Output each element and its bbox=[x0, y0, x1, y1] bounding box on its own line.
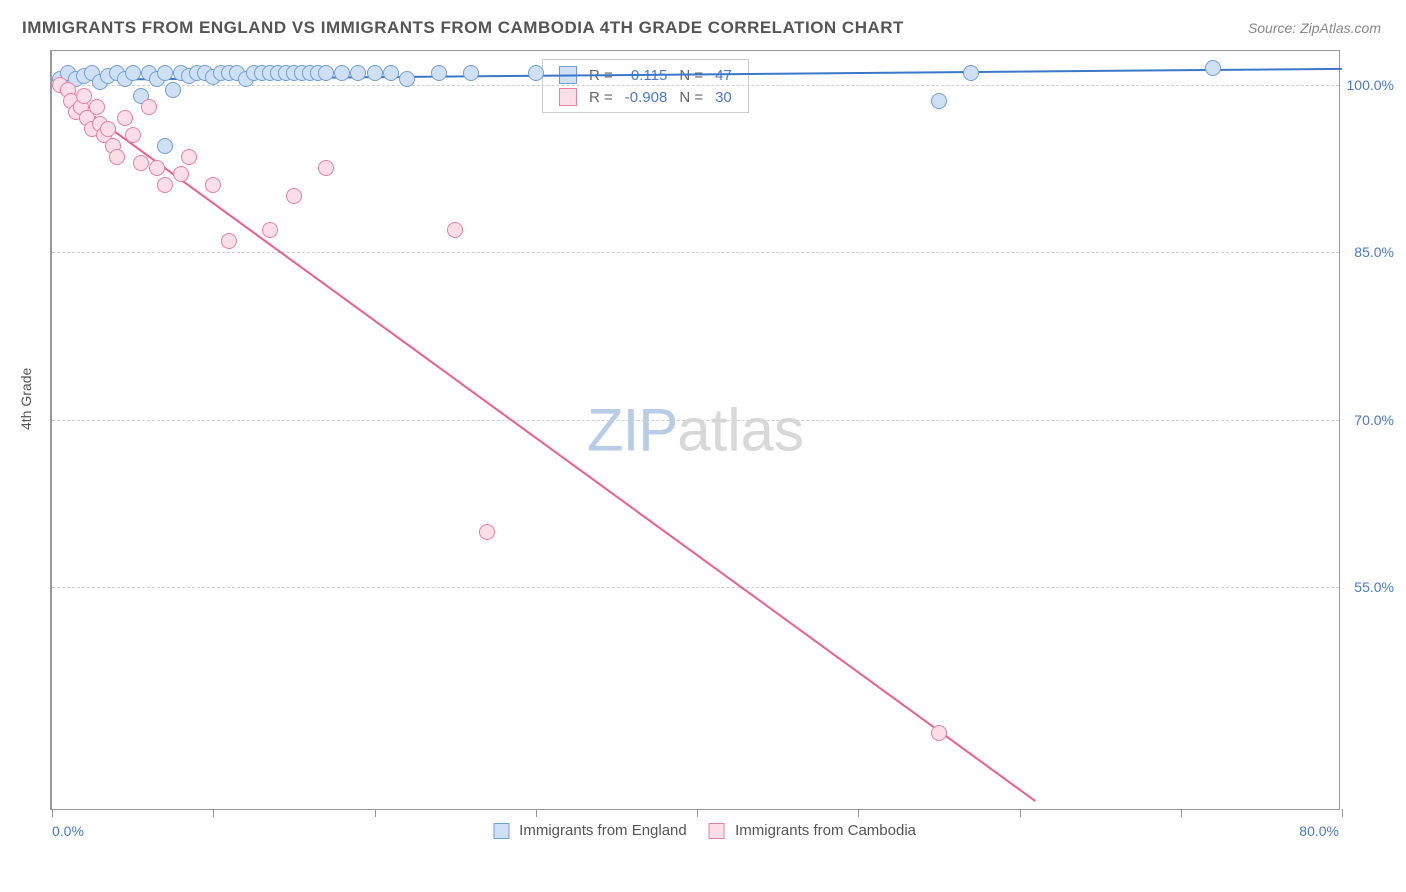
data-point bbox=[350, 65, 366, 81]
chart-title: IMMIGRANTS FROM ENGLAND VS IMMIGRANTS FR… bbox=[22, 18, 904, 38]
data-point bbox=[89, 99, 105, 115]
data-point bbox=[173, 166, 189, 182]
legend-row-cambodia: R = -0.908 N = 30 bbox=[553, 86, 738, 108]
r-value-cambodia: -0.908 bbox=[619, 86, 674, 108]
r-label: R = bbox=[589, 89, 613, 106]
data-point bbox=[318, 160, 334, 176]
data-point bbox=[318, 65, 334, 81]
swatch-cambodia bbox=[559, 88, 577, 106]
data-point bbox=[100, 121, 116, 137]
x-axis-label-max: 80.0% bbox=[1299, 823, 1339, 839]
data-point bbox=[286, 188, 302, 204]
data-point bbox=[931, 93, 947, 109]
watermark: ZIPatlas bbox=[587, 396, 804, 465]
x-tick bbox=[536, 809, 537, 817]
data-point bbox=[479, 524, 495, 540]
plot-area: ZIPatlas R = 0.115 N = 47 R = -0.908 N =… bbox=[50, 50, 1340, 810]
data-point bbox=[149, 160, 165, 176]
data-point bbox=[165, 82, 181, 98]
y-tick-label: 100.0% bbox=[1347, 77, 1394, 93]
source-attribution: Source: ZipAtlas.com bbox=[1248, 20, 1381, 36]
x-axis-label-min: 0.0% bbox=[52, 823, 84, 839]
trendline bbox=[51, 85, 1036, 802]
data-point bbox=[157, 65, 173, 81]
series-label-england: Immigrants from England bbox=[519, 822, 687, 839]
x-tick bbox=[858, 809, 859, 817]
watermark-atlas: atlas bbox=[677, 397, 804, 464]
gridline bbox=[52, 252, 1339, 253]
n-label: N = bbox=[679, 89, 703, 106]
data-point bbox=[262, 222, 278, 238]
data-point bbox=[1205, 60, 1221, 76]
y-tick-label: 85.0% bbox=[1354, 244, 1394, 260]
data-point bbox=[221, 233, 237, 249]
x-tick bbox=[1342, 809, 1343, 817]
x-tick bbox=[213, 809, 214, 817]
data-point bbox=[931, 725, 947, 741]
x-tick bbox=[375, 809, 376, 817]
watermark-zip: ZIP bbox=[587, 397, 677, 464]
swatch-england-icon bbox=[493, 823, 509, 839]
x-tick bbox=[697, 809, 698, 817]
data-point bbox=[157, 138, 173, 154]
data-point bbox=[181, 149, 197, 165]
data-point bbox=[367, 65, 383, 81]
x-tick bbox=[1181, 809, 1182, 817]
series-legend: Immigrants from England Immigrants from … bbox=[475, 822, 916, 839]
data-point bbox=[383, 65, 399, 81]
data-point bbox=[141, 99, 157, 115]
y-axis-title: 4th Grade bbox=[18, 368, 34, 430]
n-value-cambodia: 30 bbox=[709, 86, 738, 108]
data-point bbox=[334, 65, 350, 81]
data-point bbox=[157, 177, 173, 193]
gridline bbox=[52, 420, 1339, 421]
data-point bbox=[109, 149, 125, 165]
correlation-legend: R = 0.115 N = 47 R = -0.908 N = 30 bbox=[542, 59, 749, 113]
x-tick bbox=[52, 809, 53, 817]
x-tick bbox=[1020, 809, 1021, 817]
data-point bbox=[463, 65, 479, 81]
data-point bbox=[431, 65, 447, 81]
data-point bbox=[963, 65, 979, 81]
y-tick-label: 70.0% bbox=[1354, 412, 1394, 428]
data-point bbox=[447, 222, 463, 238]
data-point bbox=[399, 71, 415, 87]
data-point bbox=[125, 127, 141, 143]
data-point bbox=[125, 65, 141, 81]
data-point bbox=[133, 155, 149, 171]
swatch-cambodia-icon bbox=[709, 823, 725, 839]
data-point bbox=[205, 177, 221, 193]
series-label-cambodia: Immigrants from Cambodia bbox=[735, 822, 916, 839]
gridline bbox=[52, 587, 1339, 588]
y-tick-label: 55.0% bbox=[1354, 579, 1394, 595]
data-point bbox=[117, 110, 133, 126]
data-point bbox=[528, 65, 544, 81]
